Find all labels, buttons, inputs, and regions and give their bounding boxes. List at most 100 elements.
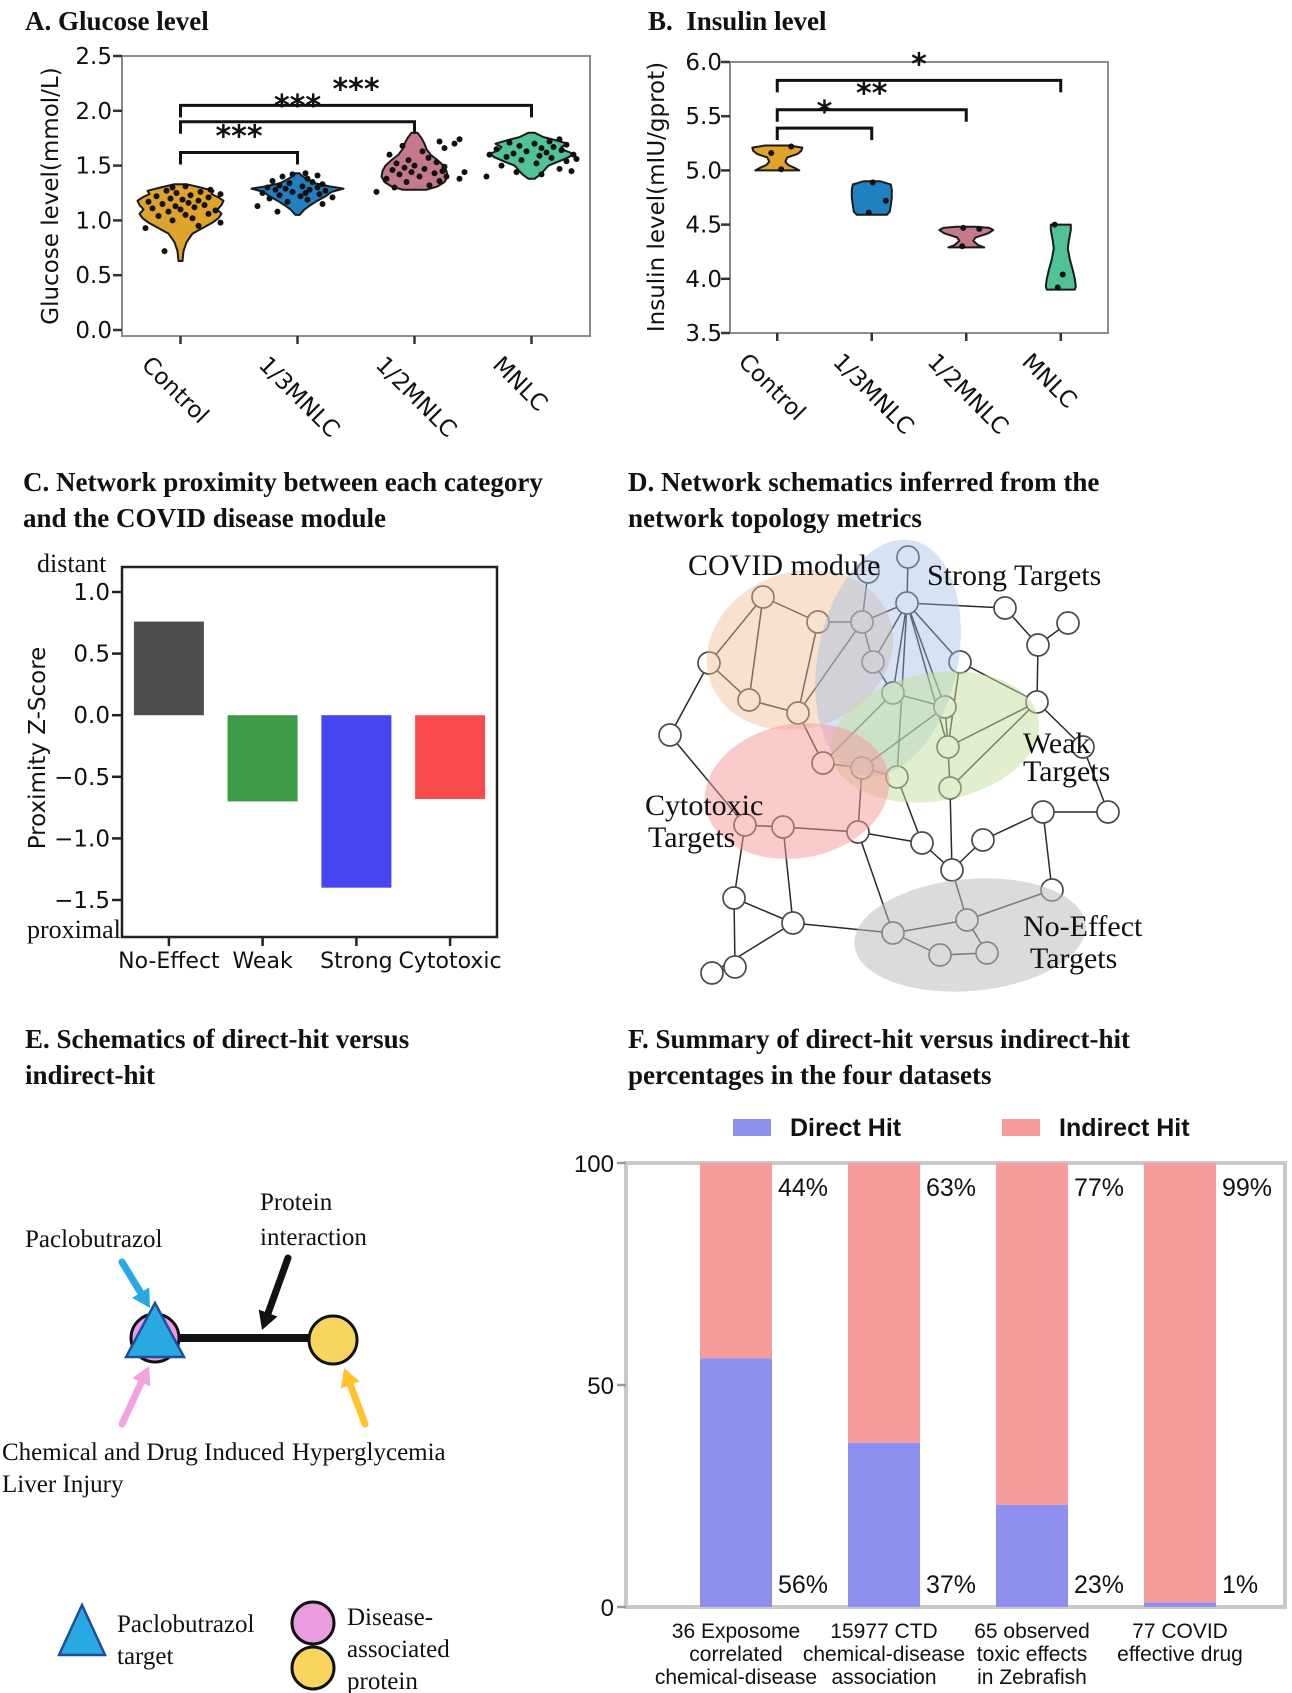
y-axis-label-proximity: Proximity Z-Score [25,647,51,850]
category-label: toxic effects [977,1643,1088,1666]
svg-text:2.0: 2.0 [75,99,112,125]
panel-b-title: B. Insulin level [648,6,827,36]
category-label: in Zebrafish [977,1666,1087,1689]
svg-text:0.5: 0.5 [73,642,110,668]
x-tick-label-1/3MNLC: 1/3MNLC [253,352,344,443]
covid-module-region [706,569,894,731]
category-label: 36 Exposome [672,1620,800,1643]
svg-text:3.5: 3.5 [685,321,722,347]
category-regions [704,539,1086,992]
schematic-texts: Paclobutrazol Protein interaction Chemical … [2,1189,450,1693]
y-axis: 3.5 4.0 4.5 5.0 5.5 6.0 [685,50,730,347]
region-label: Strong Targets [927,559,1101,592]
schematic-label: interaction [260,1224,367,1251]
bar-Cytotoxic [415,715,486,799]
violin-Control [751,143,804,173]
panel-e-title: E. Schematics of direct-hit versus indir… [25,1024,410,1090]
svg-text:*: * [911,47,927,82]
indirect-pct-label: 63% [926,1174,976,1202]
violin-1/2MNLC [938,224,995,250]
bar-No-Effect [133,621,204,716]
liver-injury-arrow [118,1366,151,1428]
annotation-proximal: proximal [27,915,121,944]
stacked-bar-2 [848,1163,920,1607]
violin-1/3MNLC [250,170,345,216]
legend-triangle-icon [57,1602,107,1657]
hyperglycemia-protein-node [307,1314,359,1366]
svg-text:−1.0: −1.0 [54,826,110,852]
schematic-label: Disease- [347,1604,433,1631]
svg-text:4.0: 4.0 [685,267,722,293]
x-tick-label-Cytotoxic: Cytotoxic [399,949,502,974]
schematic-label: associated [347,1636,450,1663]
panel-e-diagram: Paclobutrazol Protein interaction Chemical … [2,1189,450,1693]
region-label: Targets [1030,942,1117,975]
y-axis-label-insulin: Insulin level(mIU/gprot) [644,62,670,332]
y-axis: 1.0 0.5 0.0 −0.5 −1.0 −1.5 [54,580,122,914]
bar-chart-proximity: distant proximal 1.0 0.5 0.0 −0.5 −1.0 −1.5 Prox… [25,549,502,974]
region-label: Cytotoxic [645,789,763,822]
schematic-legend [57,1600,336,1691]
legend-swatch-indirect-hit [1002,1119,1040,1136]
direct-pct-label: 56% [778,1571,828,1599]
direct-hit-schematic: Paclobutrazol Protein interaction Chemical … [2,1189,450,1693]
x-tick-label-Strong: Strong [320,949,393,974]
y-axis: 0.0 0.5 1.0 1.5 2.0 2.5 [75,44,122,344]
panel-a-chart: 0.0 0.5 1.0 1.5 2.0 2.5 Glucose level(mmol/L) C… [38,44,591,443]
schematic-label: Chemical and Drug Induced [2,1439,285,1466]
panel-c-chart: distant proximal 1.0 0.5 0.0 −0.5 −1.0 −1.5 Prox… [25,549,502,974]
category-label: 65 observed [974,1620,1090,1643]
violin-MNLC [1044,221,1077,291]
svg-text:5.0: 5.0 [685,158,722,184]
svg-text:Indirect Hit: Indirect Hit [1059,1114,1190,1142]
region-label: Targets [648,821,735,854]
stacked-bar-4 [1144,1163,1216,1607]
schematic-label: protein [347,1668,418,1693]
x-tick-label-MNLC: MNLC [1017,349,1082,414]
panel-c-title: C. Network proximity between each catego… [23,467,543,533]
indirect-pct-label: 44% [778,1174,828,1202]
legend-pink-circle-icon [290,1600,336,1646]
svg-text:−1.5: −1.5 [54,888,110,914]
hyperglycemia-arrow [340,1368,369,1428]
paclobutrazol-arrow [118,1258,150,1308]
category-label: correlated [689,1643,782,1666]
svg-text:6.0: 6.0 [685,50,722,76]
svg-text:1.5: 1.5 [75,154,112,180]
network-diagram: COVID module Strong TargetsWeakTargetsCyt… [645,539,1143,992]
svg-text:Direct Hit: Direct Hit [790,1114,902,1142]
violin-MNLC [483,131,580,180]
region-labels: COVID module Strong TargetsWeakTargetsCyt… [645,549,1143,975]
significance-bars: **** [775,47,1063,141]
svg-text:0.5: 0.5 [75,263,112,289]
schematic-label: Hyperglycemia [292,1439,446,1466]
violin-chart-glucose: 0.0 0.5 1.0 1.5 2.0 2.5 Glucose level(mmol/L) C… [38,44,591,443]
schematic-label: Paclobutrazol [117,1611,255,1638]
svg-text:100: 100 [574,1151,614,1178]
x-tick-label-MNLC: MNLC [487,352,552,417]
significance-bars: ****** *** [179,72,533,165]
svg-text:50: 50 [587,1373,614,1400]
category-label: 15977 CTD [830,1620,937,1643]
svg-text:**: ** [856,77,888,112]
stacked-bar-3 [996,1163,1068,1607]
svg-text:1.0: 1.0 [75,208,112,234]
bar-Weak [227,715,298,802]
svg-text:0.0: 0.0 [73,703,110,729]
panel-a-title: A. Glucose level [25,6,209,36]
x-tick-label-Weak: Weak [232,949,292,974]
violin-1/3MNLC [850,179,893,216]
panel-f-title: F. Summary of direct-hit versus indirect… [628,1024,1130,1090]
legend: Direct Hit Indirect Hit [733,1114,1190,1142]
region-label: COVID module [688,549,880,582]
category-label: chemical-disease [803,1643,965,1666]
direct-pct-label: 23% [1074,1571,1124,1599]
bar-Strong [321,715,392,888]
svg-text:1.0: 1.0 [73,580,110,606]
paclobutrazol-target-triangle [123,1300,187,1359]
y-axis-label-glucose: Glucose level(mmol/L) [38,67,64,324]
violin-1/2MNLC [373,131,468,195]
annotation-distant: distant [37,549,107,578]
x-tick-label-Control: Control [136,352,213,429]
